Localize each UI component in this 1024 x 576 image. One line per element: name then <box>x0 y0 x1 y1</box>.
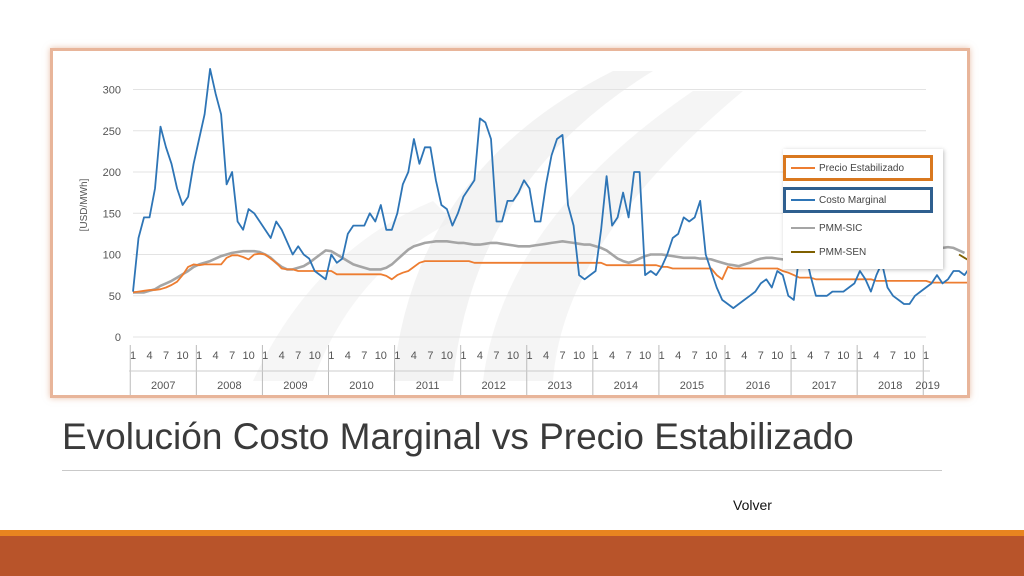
legend-label-precio: Precio Estabilizado <box>819 162 905 174</box>
footer-bar <box>0 536 1024 576</box>
x-tick-label: 7 <box>295 350 301 362</box>
x-tick-label: 4 <box>477 350 483 362</box>
y-tick-label: 50 <box>109 291 121 303</box>
chart-legend: Precio Estabilizado Costo Marginal PMM-S… <box>783 149 943 269</box>
x-tick-label: 1 <box>725 350 731 362</box>
legend-item-pmm-sen: PMM-SEN <box>791 243 866 261</box>
x-tick-label: 1 <box>857 350 863 362</box>
series-line-precio-estabilizado <box>132 252 967 294</box>
x-tick-label: 4 <box>345 350 351 362</box>
x-year-label: 2012 <box>481 380 505 392</box>
x-tick-label: 4 <box>741 350 747 362</box>
y-tick-label: 200 <box>103 167 121 179</box>
legend-item-costo: Costo Marginal <box>791 191 886 209</box>
x-tick-label: 10 <box>837 350 849 362</box>
x-year-label: 2007 <box>151 380 175 392</box>
title-divider <box>62 470 942 471</box>
x-year-label: 2009 <box>283 380 307 392</box>
series-line-pmm-sen <box>958 253 967 261</box>
x-year-label: 2018 <box>878 380 902 392</box>
y-tick-label: 100 <box>103 250 121 262</box>
x-tick-label: 1 <box>460 350 466 362</box>
x-year-label: 2019 <box>915 380 939 392</box>
x-tick-label: 10 <box>507 350 519 362</box>
x-tick-label: 1 <box>526 350 532 362</box>
x-tick-label: 7 <box>890 350 896 362</box>
x-tick-label: 7 <box>361 350 367 362</box>
legend-swatch-precio <box>791 167 815 169</box>
x-tick-label: 10 <box>441 350 453 362</box>
legend-swatch-costo <box>791 199 815 201</box>
x-year-label: 2016 <box>746 380 770 392</box>
x-tick-label: 7 <box>626 350 632 362</box>
x-tick-label: 10 <box>903 350 915 362</box>
x-tick-label: 7 <box>692 350 698 362</box>
legend-label-pmm-sic: PMM-SIC <box>819 222 863 234</box>
legend-highlight-precio <box>783 155 933 181</box>
x-tick-label: 4 <box>675 350 681 362</box>
legend-label-pmm-sen: PMM-SEN <box>819 246 867 258</box>
x-tick-label: 4 <box>807 350 813 362</box>
y-tick-label: 300 <box>103 85 121 97</box>
legend-swatch-pmm-sic <box>791 227 815 229</box>
x-tick-label: 10 <box>573 350 585 362</box>
y-tick-label: 0 <box>115 332 121 344</box>
x-tick-label: 1 <box>130 350 136 362</box>
x-tick-label: 7 <box>427 350 433 362</box>
legend-swatch-pmm-sen <box>791 251 815 253</box>
x-tick-label: 10 <box>771 350 783 362</box>
x-tick-label: 1 <box>394 350 400 362</box>
x-tick-label: 1 <box>923 350 929 362</box>
legend-item-pmm-sic: PMM-SIC <box>791 219 862 237</box>
x-tick-label: 7 <box>229 350 235 362</box>
x-tick-label: 1 <box>791 350 797 362</box>
x-tick-label: 10 <box>639 350 651 362</box>
x-tick-label: 10 <box>705 350 717 362</box>
x-tick-label: 7 <box>493 350 499 362</box>
x-tick-label: 10 <box>375 350 387 362</box>
legend-highlight-costo <box>783 187 933 213</box>
x-year-label: 2013 <box>548 380 572 392</box>
x-tick-label: 1 <box>593 350 599 362</box>
x-tick-label: 1 <box>659 350 665 362</box>
y-axis-label: [USD/MWh] <box>79 178 90 231</box>
x-tick-label: 4 <box>609 350 615 362</box>
volver-link[interactable]: Volver <box>733 497 772 513</box>
x-tick-label: 1 <box>328 350 334 362</box>
y-tick-label: 150 <box>103 208 121 220</box>
x-tick-label: 7 <box>758 350 764 362</box>
legend-label-costo: Costo Marginal <box>819 194 887 206</box>
x-tick-label: 7 <box>559 350 565 362</box>
x-tick-label: 4 <box>279 350 285 362</box>
x-tick-label: 10 <box>309 350 321 362</box>
x-tick-label: 4 <box>873 350 879 362</box>
legend-item-precio: Precio Estabilizado <box>791 159 904 177</box>
x-year-label: 2015 <box>680 380 704 392</box>
series-line-costo-marginal <box>132 68 967 309</box>
x-tick-label: 1 <box>262 350 268 362</box>
y-tick-label: 250 <box>103 126 121 138</box>
slide-title: Evolución Costo Marginal vs Precio Estab… <box>62 416 854 457</box>
x-tick-label: 4 <box>213 350 219 362</box>
x-year-label: 2014 <box>614 380 638 392</box>
background-watermark <box>253 71 743 381</box>
x-tick-label: 7 <box>824 350 830 362</box>
x-tick-label: 4 <box>411 350 417 362</box>
x-year-label: 2010 <box>349 380 373 392</box>
x-tick-label: 10 <box>243 350 255 362</box>
x-tick-label: 4 <box>146 350 152 362</box>
x-year-label: 2011 <box>416 380 440 392</box>
x-tick-label: 10 <box>176 350 188 362</box>
x-tick-label: 7 <box>163 350 169 362</box>
footer-accent-stripe <box>0 530 1024 536</box>
x-year-label: 2008 <box>217 380 241 392</box>
chart-frame: 0 50 100 150 200 250 300 [USD/MWh] 1 4 7 10 2007 1 4 7 1… <box>50 48 970 398</box>
x-tick-label: 1 <box>196 350 202 362</box>
x-year-label: 2017 <box>812 380 836 392</box>
x-tick-label: 4 <box>543 350 549 362</box>
